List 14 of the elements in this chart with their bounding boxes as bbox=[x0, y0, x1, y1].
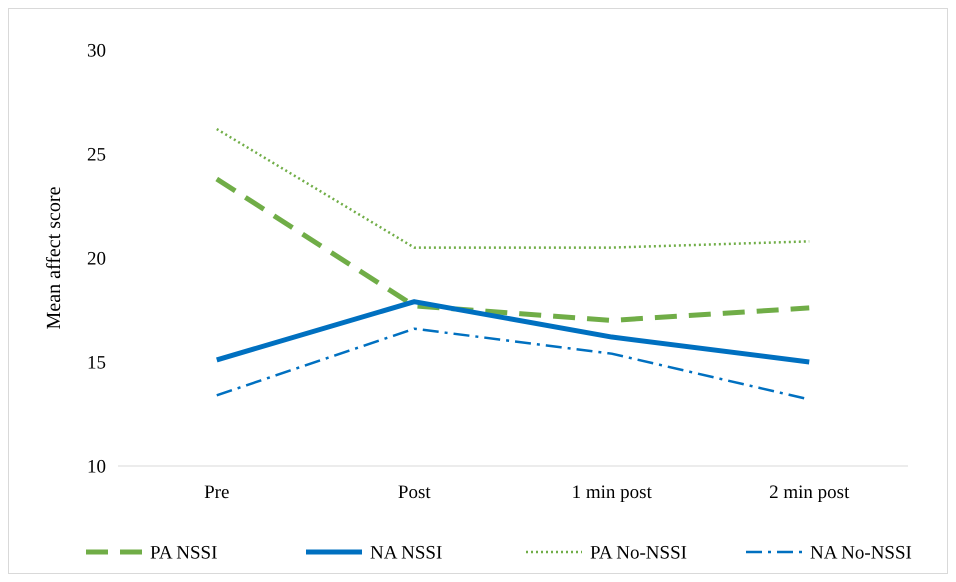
y-axis-title: Mean affect score bbox=[43, 186, 65, 330]
x-tick-label: 2 min post bbox=[769, 482, 850, 503]
y-tick-label: 20 bbox=[87, 248, 106, 270]
x-tick-label: 1 min post bbox=[572, 482, 653, 503]
legend-label: NA No-NSSI bbox=[810, 542, 912, 564]
legend-label: PA No-NSSI bbox=[590, 542, 687, 564]
y-tick-label: 25 bbox=[87, 144, 106, 166]
legend-label: NA NSSI bbox=[370, 542, 442, 564]
legend-label: PA NSSI bbox=[150, 542, 218, 564]
y-tick-label: 10 bbox=[87, 456, 106, 478]
y-tick-label: 30 bbox=[87, 40, 106, 62]
x-tick-label: Post bbox=[398, 482, 432, 503]
x-tick-label: Pre bbox=[204, 482, 230, 503]
y-tick-label: 15 bbox=[87, 352, 106, 374]
